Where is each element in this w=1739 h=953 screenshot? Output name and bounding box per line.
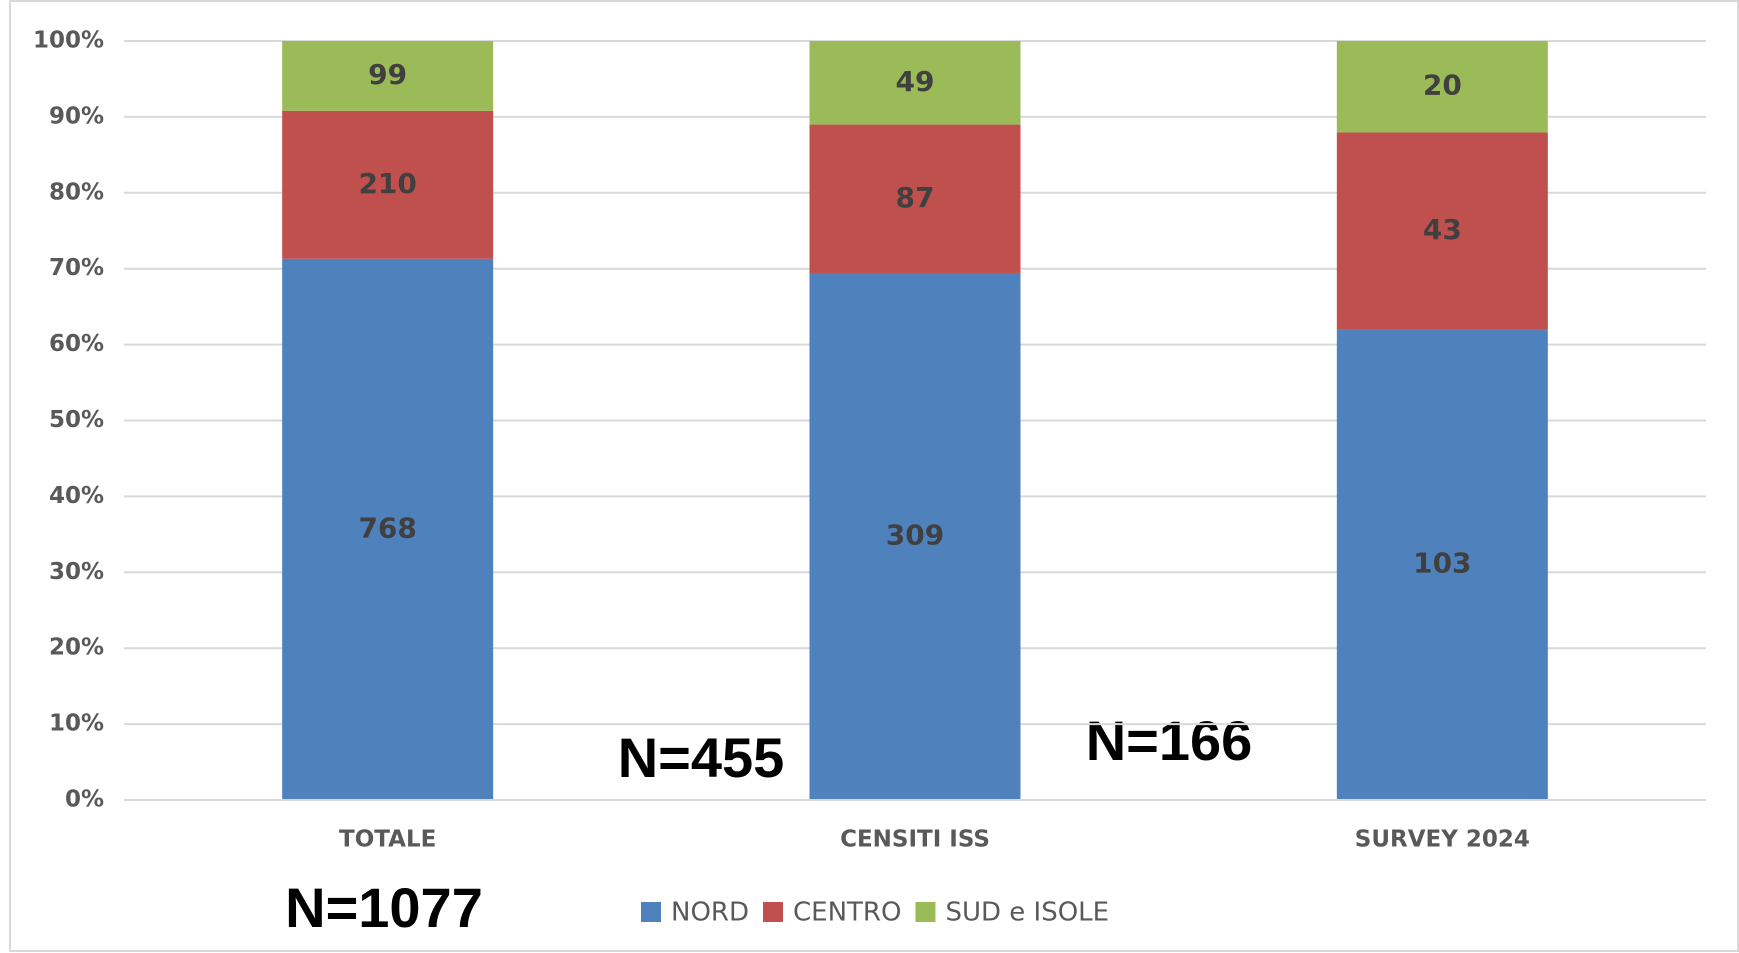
data-label: 99: [368, 58, 407, 91]
data-label: 103: [1413, 547, 1471, 580]
legend-label: NORD: [671, 898, 749, 928]
data-label: 49: [896, 65, 935, 98]
annotation: N=455: [618, 726, 785, 789]
y-tick-label: 80%: [49, 179, 104, 205]
y-tick-label: 0%: [65, 787, 104, 813]
data-label: 43: [1423, 213, 1462, 246]
bar-segment: [282, 110, 494, 259]
y-tick-label: 90%: [49, 103, 104, 129]
y-tick-label: 100%: [33, 28, 104, 54]
legend-label: SUD e ISOLE: [945, 898, 1109, 928]
legend-swatch: [641, 902, 661, 922]
data-label: 210: [358, 167, 416, 200]
legend-label: CENTRO: [793, 898, 901, 928]
y-tick-label: 20%: [49, 635, 104, 661]
data-label: 768: [358, 511, 416, 544]
bar-segment: [1336, 41, 1548, 133]
annotation: N=1077: [285, 876, 483, 939]
bar-segment: [1336, 132, 1548, 330]
bar-segment: [809, 124, 1021, 273]
bar-segment: [282, 41, 494, 111]
x-tick-label: TOTALE: [339, 827, 436, 853]
bar-segment: [809, 41, 1021, 125]
data-label: 309: [886, 518, 944, 551]
bar-segment: [282, 258, 494, 800]
y-tick-label: 50%: [49, 407, 104, 433]
legend-swatch: [763, 902, 783, 922]
x-tick-label: SURVEY 2024: [1355, 827, 1530, 853]
bar-segment: [809, 272, 1021, 800]
y-tick-label: 70%: [49, 255, 104, 281]
data-label: 20: [1423, 69, 1462, 102]
bar-segment: [1336, 329, 1548, 800]
annotation: N=166: [1086, 709, 1253, 772]
y-tick-label: 30%: [49, 559, 104, 585]
y-tick-label: 10%: [49, 711, 104, 737]
y-tick-label: 40%: [49, 483, 104, 509]
data-label: 87: [896, 181, 935, 214]
x-tick-label: CENSITI ISS: [840, 827, 990, 853]
y-tick-label: 60%: [49, 331, 104, 357]
legend-swatch: [915, 902, 936, 922]
